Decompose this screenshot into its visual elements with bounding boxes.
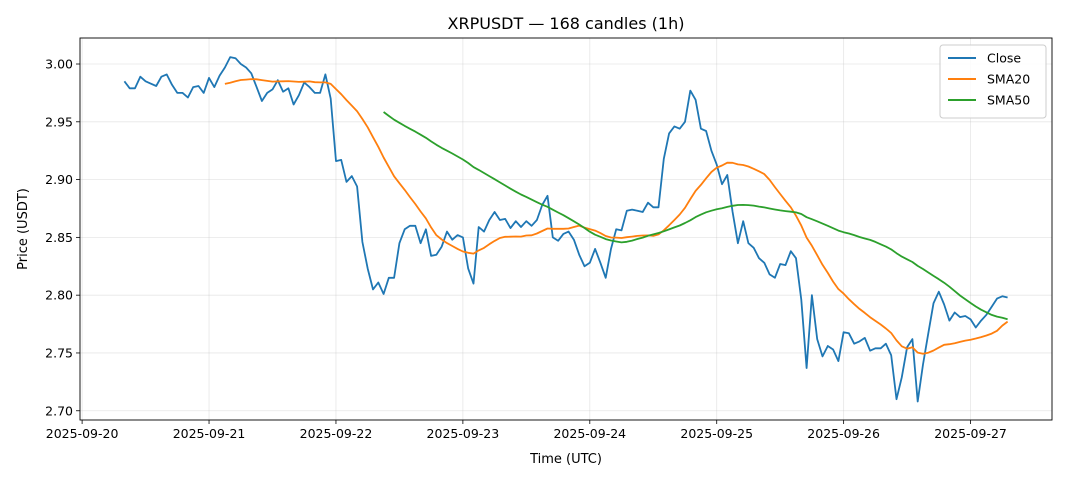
chart-title: XRPUSDT — 168 candles (1h) [448, 14, 685, 33]
x-axis-label: Time (UTC) [529, 452, 602, 467]
legend-label-sma50: SMA50 [987, 93, 1030, 108]
x-tick-label: 2025-09-22 [300, 426, 373, 441]
x-tick-label: 2025-09-21 [173, 426, 246, 441]
y-tick-label: 2.85 [45, 230, 73, 245]
x-axis: 2025-09-20 2025-09-21 2025-09-22 2025-09-23… [46, 420, 1007, 441]
y-axis: 2.70 2.75 2.80 2.85 2.90 2.95 3.00 [45, 57, 80, 418]
series-line-close [123, 56, 1008, 403]
series-line-sma20 [224, 78, 1009, 355]
y-tick-label: 2.95 [45, 114, 73, 129]
x-tick-label: 2025-09-24 [553, 426, 626, 441]
x-tick-label: 2025-09-25 [680, 426, 753, 441]
x-tick-label: 2025-09-26 [807, 426, 880, 441]
series-lines [123, 56, 1009, 403]
y-tick-label: 2.70 [45, 403, 73, 418]
y-tick-label: 2.90 [45, 172, 73, 187]
y-tick-label: 2.80 [45, 288, 73, 303]
x-tick-label: 2025-09-27 [934, 426, 1007, 441]
legend-label-close: Close [987, 51, 1021, 66]
x-tick-label: 2025-09-23 [427, 426, 500, 441]
x-tick-label: 2025-09-20 [46, 426, 119, 441]
y-axis-label: Price (USDT) [16, 188, 31, 270]
y-tick-label: 3.00 [45, 57, 73, 72]
series-line-sma50 [383, 111, 1008, 321]
plot-frame [79, 37, 1053, 421]
y-tick-label: 2.75 [45, 345, 73, 360]
legend-label-sma20: SMA20 [987, 72, 1030, 87]
legend: Close SMA20 SMA50 [939, 44, 1047, 119]
